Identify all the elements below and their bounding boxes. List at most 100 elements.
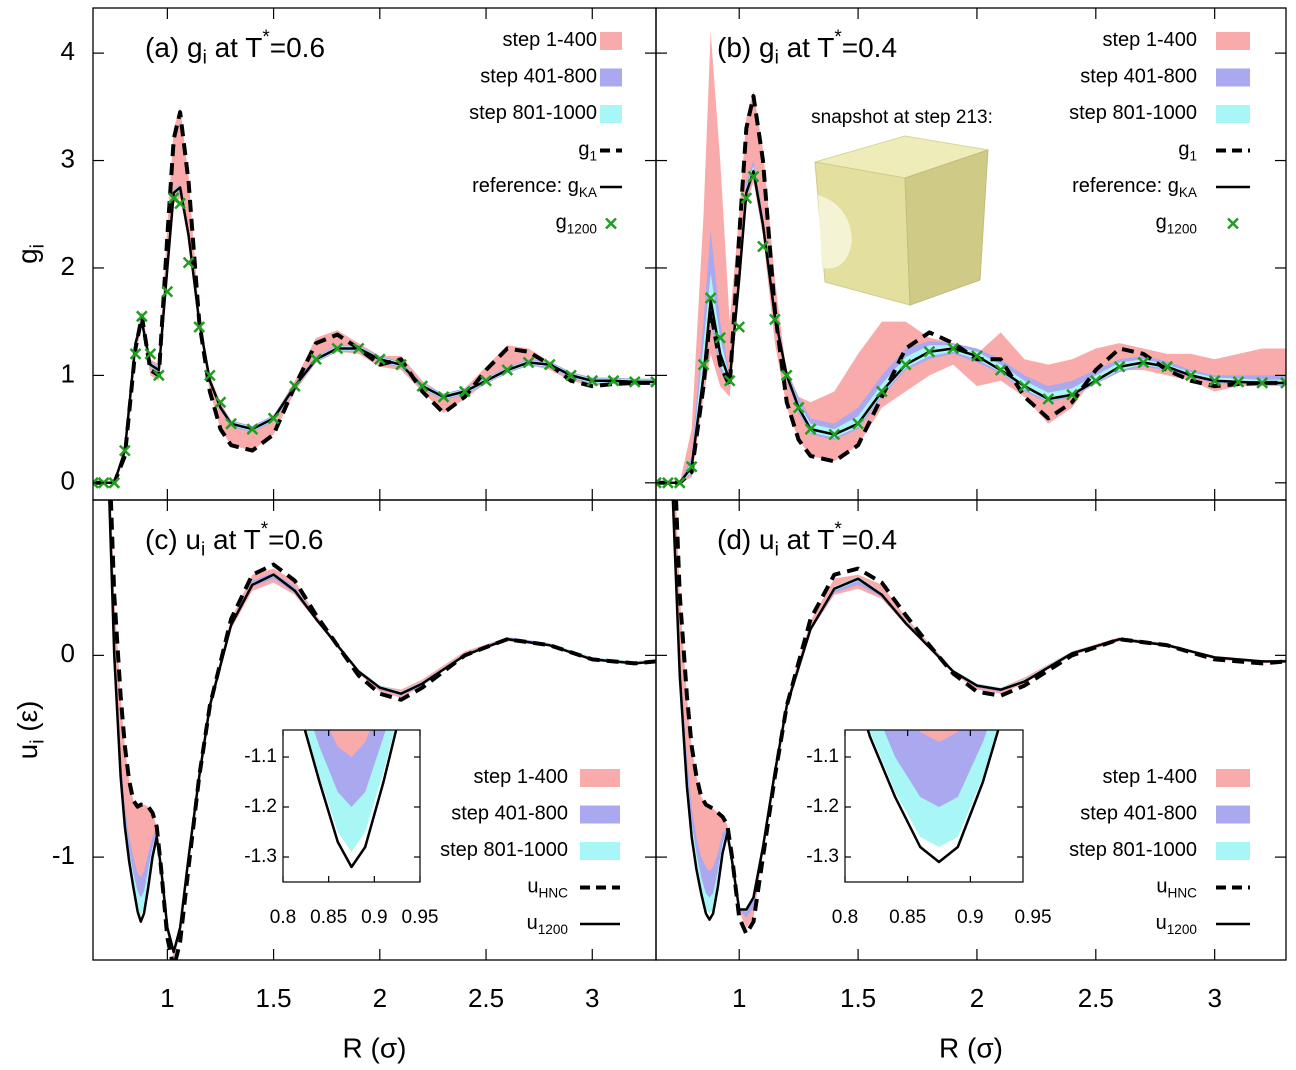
panel-title-part: =0.4 bbox=[842, 524, 897, 555]
legend-label-part: 1200 bbox=[1167, 221, 1198, 236]
legend-label: step 1-400 bbox=[502, 29, 597, 51]
y-tick-label: 2 bbox=[61, 251, 75, 281]
marker bbox=[740, 192, 753, 205]
legend-label-part: reference: g bbox=[472, 175, 579, 197]
legend-label: step 801-1000 bbox=[440, 839, 568, 861]
frame bbox=[655, 499, 1287, 961]
legend-label: step 801-1000 bbox=[469, 102, 597, 124]
panel-title: (d) ui at T*=0.4 bbox=[717, 519, 897, 560]
legend-swatch bbox=[580, 842, 620, 860]
marker bbox=[875, 385, 888, 398]
legend-label-part: step 1-400 bbox=[473, 766, 568, 788]
marker bbox=[704, 292, 717, 304]
marker bbox=[662, 476, 674, 489]
marker bbox=[1185, 369, 1197, 382]
marker bbox=[899, 358, 912, 371]
legend-label-part: step 801-1000 bbox=[440, 839, 568, 861]
marker bbox=[607, 374, 620, 387]
marker bbox=[331, 342, 344, 355]
x-tick-label: 0.9 bbox=[361, 907, 387, 928]
marker bbox=[501, 364, 514, 376]
marker bbox=[1208, 374, 1221, 387]
legend-label-part: step 801-1000 bbox=[1069, 102, 1197, 124]
legend-label-part: step 401-800 bbox=[451, 803, 568, 825]
solid-line bbox=[671, 500, 1286, 921]
marker bbox=[174, 197, 186, 210]
legend-swatch bbox=[1216, 32, 1250, 50]
legend-label: step 401-800 bbox=[451, 803, 568, 825]
legend-label: g1 bbox=[1178, 139, 1197, 163]
inset-plot bbox=[303, 730, 398, 869]
x-tick-label: 0.95 bbox=[1015, 907, 1052, 928]
legend-label: reference: gKA bbox=[1072, 175, 1198, 199]
legend-label: u1200 bbox=[527, 912, 569, 936]
legend-label: step 401-800 bbox=[1080, 803, 1197, 825]
legend-label: uHNC bbox=[1156, 876, 1197, 900]
band bbox=[308, 730, 392, 837]
marker bbox=[214, 396, 227, 409]
marker bbox=[780, 369, 793, 382]
marker bbox=[1232, 375, 1245, 388]
panel-title-part: * bbox=[262, 27, 270, 48]
x-axis-label: R (σ) bbox=[939, 1032, 1003, 1063]
solid-line bbox=[866, 730, 1000, 864]
marker bbox=[656, 476, 662, 489]
panel-title-part: at T bbox=[207, 32, 263, 63]
marker bbox=[1280, 377, 1286, 389]
marker bbox=[1137, 356, 1150, 369]
legend-swatch bbox=[1216, 805, 1250, 824]
legend-label: g1200 bbox=[556, 212, 598, 236]
inset-frame bbox=[844, 729, 1024, 883]
marker bbox=[828, 428, 841, 441]
legend-label-part: u bbox=[527, 876, 538, 898]
legend-swatch bbox=[1216, 842, 1250, 860]
y-tick-label: -1.3 bbox=[806, 846, 839, 867]
x-tick-label: 0.8 bbox=[832, 907, 858, 928]
legend-label-part: step 401-800 bbox=[480, 66, 597, 88]
y-tick-label: 4 bbox=[61, 36, 75, 66]
panel-title-part: * bbox=[261, 519, 269, 540]
marker bbox=[923, 345, 936, 358]
marker bbox=[757, 240, 769, 253]
legend-swatch bbox=[600, 32, 622, 50]
marker bbox=[246, 423, 259, 435]
snapshot: snapshot at step 213: bbox=[811, 107, 993, 306]
panel-title-part: =0.6 bbox=[268, 524, 323, 555]
panel: (b) gi at T*=0.4 step 1-400 step 401-800 st… bbox=[655, 7, 1287, 501]
x-tick-label: 3 bbox=[585, 983, 599, 1013]
marker bbox=[747, 170, 760, 183]
panel-title-part: (b) g bbox=[717, 32, 775, 63]
marker bbox=[673, 476, 686, 489]
x-tick-label: 0.85 bbox=[310, 907, 347, 928]
x-axis-label: R (σ) bbox=[343, 1032, 407, 1063]
legend-label-part: g bbox=[1178, 139, 1189, 161]
panel-title-part: at T bbox=[779, 32, 835, 63]
marker bbox=[1066, 388, 1078, 401]
marker bbox=[310, 353, 322, 366]
marker bbox=[628, 375, 641, 388]
legend-label-part: 1200 bbox=[567, 221, 598, 236]
x-tick-label: 2.5 bbox=[1078, 983, 1114, 1013]
marker bbox=[118, 444, 131, 457]
marker bbox=[108, 476, 121, 489]
marker bbox=[650, 375, 656, 388]
plot-area bbox=[93, 106, 656, 489]
legend-swatch bbox=[1216, 769, 1250, 787]
legend-label: step 401-800 bbox=[480, 66, 597, 88]
marker bbox=[480, 374, 492, 387]
x-tick-label: 1 bbox=[160, 983, 174, 1013]
panel: 1 1.5 2 2.5 3-10(c) ui at T*=0.6ui (ε)R (σ)0… bbox=[12, 499, 657, 1063]
marker bbox=[792, 401, 805, 414]
marker bbox=[1256, 377, 1269, 389]
y-tick-label: -1 bbox=[52, 840, 75, 870]
marker bbox=[733, 321, 746, 333]
y-axis-label-part: i bbox=[27, 740, 48, 744]
panel-title-part: (c) u bbox=[145, 524, 201, 555]
legend-label-part: HNC bbox=[539, 885, 569, 900]
marker bbox=[135, 310, 148, 323]
legend-label: step 801-1000 bbox=[1069, 839, 1197, 861]
panel-title-part: i bbox=[201, 539, 205, 560]
marker bbox=[768, 313, 781, 326]
panel-title-part: (a) g bbox=[145, 32, 203, 63]
